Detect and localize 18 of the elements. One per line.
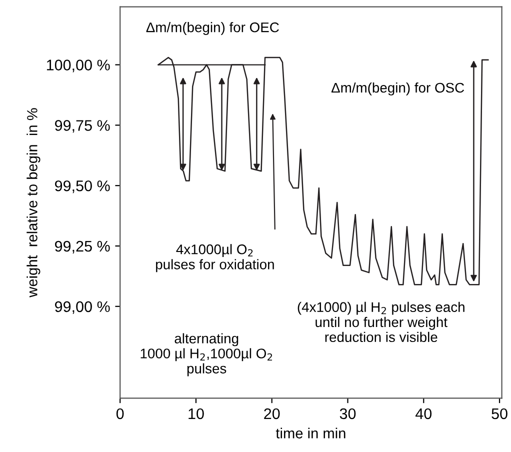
- x-tick-label: 10: [188, 408, 204, 420]
- annotation: (4x1000) µl H$_{2}$ pulses each until no further weight reduction is visible: [298, 302, 464, 342]
- text: alternating 1000 µl H$_{2}$,1000µl O$_{2}$ pulses: [140, 333, 272, 376]
- x-axis-title: time in min: [276, 428, 346, 438]
- y-tick-label: 99,50 %: [55, 180, 110, 194]
- x-tick-label: 40: [415, 408, 432, 420]
- y-tick-label: 99,00 %: [55, 301, 110, 314]
- x-tick-label: 30: [340, 408, 356, 420]
- x-tick-label: 0: [116, 408, 124, 420]
- x-tick-label: 50: [492, 408, 508, 420]
- y-tick-label: 100,00 %: [46, 60, 110, 72]
- y-axis-title: weight relative to begin in %: [26, 108, 40, 298]
- y-tick-label: 99,25 %: [55, 240, 110, 254]
- annotation: Δm/m(begin) for OEC: [146, 22, 279, 35]
- y-tick-label: 99,75 %: [55, 120, 110, 133]
- annotation: Δm/m(begin) for OSC: [331, 82, 464, 96]
- annotation: 4x1000µl O$_{2}$ pulses for oxidation: [156, 244, 274, 272]
- x-tick-label: 20: [264, 408, 280, 420]
